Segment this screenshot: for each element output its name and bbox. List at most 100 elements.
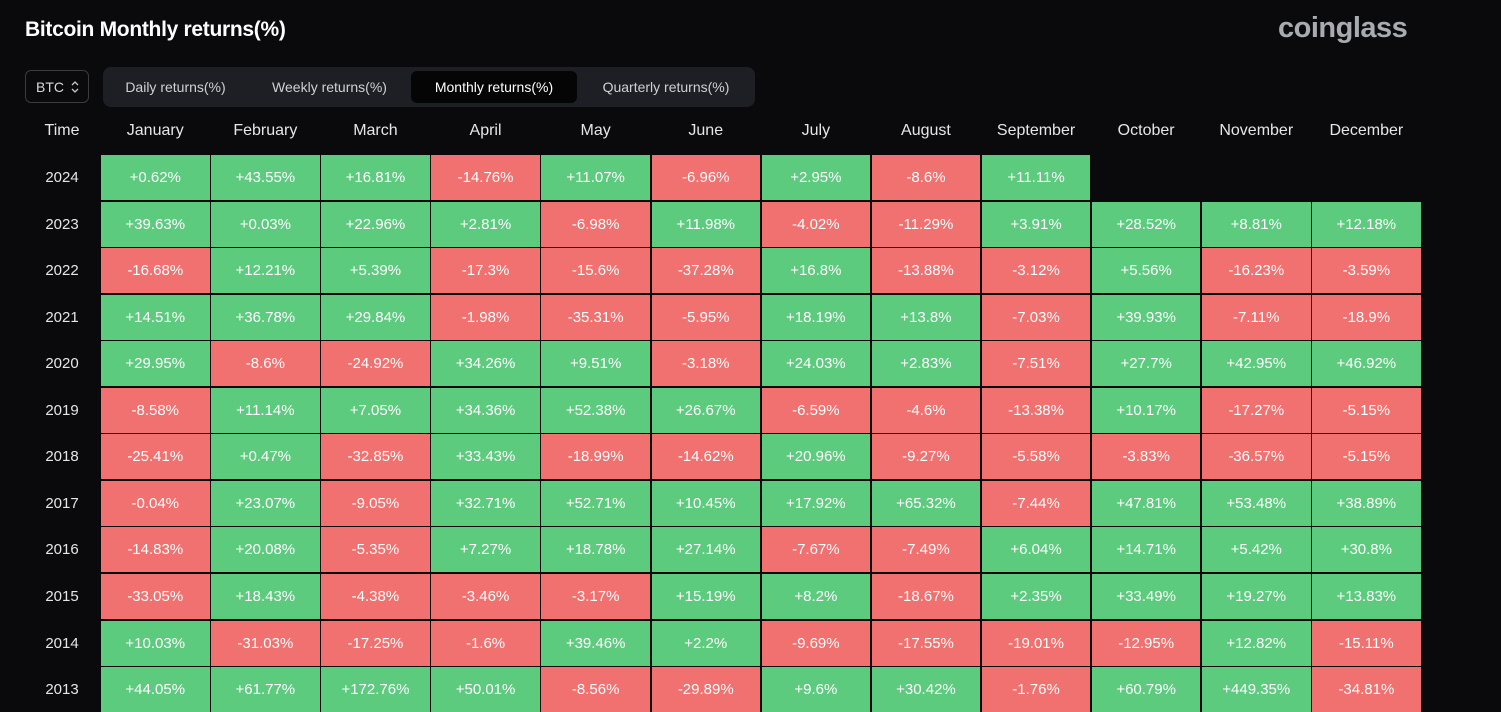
- return-cell: +7.27%: [431, 527, 540, 573]
- return-cell: +2.81%: [431, 201, 540, 247]
- tab[interactable]: Quarterly returns(%): [602, 79, 730, 95]
- return-cell: +5.56%: [1091, 248, 1201, 294]
- column-header: March: [353, 122, 398, 139]
- return-cell: +53.48%: [1202, 480, 1311, 526]
- return-cell: -29.89%: [651, 667, 760, 712]
- return-cell: -17.27%: [1202, 387, 1311, 433]
- return-cell: -17.55%: [871, 620, 981, 666]
- return-cell: +12.18%: [1312, 201, 1421, 247]
- row-year: 2024: [45, 169, 79, 186]
- column-header: Time: [44, 122, 80, 139]
- return-cell: +42.95%: [1202, 341, 1311, 387]
- return-cell: +10.03%: [101, 620, 210, 666]
- column-header: September: [996, 122, 1076, 139]
- return-cell: +18.43%: [211, 573, 320, 619]
- return-cell: -34.81%: [1312, 667, 1421, 712]
- row-year: 2017: [45, 494, 79, 512]
- return-cell: +28.52%: [1091, 201, 1201, 247]
- return-cell: -14.76%: [431, 155, 540, 200]
- column-header: January: [126, 122, 184, 139]
- return-cell: -18.9%: [1312, 294, 1421, 340]
- return-cell: +22.96%: [321, 201, 430, 247]
- return-cell: -9.05%: [321, 480, 430, 526]
- row-year: 2023: [45, 215, 79, 233]
- return-cell: -7.67%: [761, 527, 871, 573]
- return-cell: -7.03%: [981, 294, 1091, 340]
- return-cell: -4.6%: [871, 387, 981, 433]
- column-header: October: [1117, 122, 1175, 139]
- return-cell: +50.01%: [431, 667, 540, 712]
- brand-logo: coinglass: [1278, 12, 1408, 44]
- return-cell: -12.95%: [1091, 620, 1201, 666]
- column-header: November: [1219, 122, 1294, 139]
- column-header: December: [1329, 122, 1404, 139]
- return-cell: -3.12%: [981, 248, 1091, 294]
- return-cell: +12.21%: [211, 248, 320, 294]
- return-cell: -7.51%: [981, 341, 1091, 387]
- return-cell: +33.49%: [1091, 573, 1201, 619]
- tab[interactable]: Weekly returns(%): [272, 79, 387, 95]
- return-cell: -3.59%: [1312, 248, 1421, 294]
- return-cell: +19.27%: [1202, 573, 1311, 619]
- return-cell: +449.35%: [1202, 667, 1311, 712]
- return-cell: +38.89%: [1312, 480, 1421, 526]
- return-cell: +8.2%: [761, 573, 871, 619]
- return-cell: +26.67%: [651, 387, 760, 433]
- return-cell: -5.15%: [1312, 434, 1421, 480]
- return-cell: +16.8%: [761, 248, 871, 294]
- return-cell: -36.57%: [1202, 434, 1311, 480]
- return-cell: -6.98%: [541, 201, 650, 247]
- return-cell: -8.6%: [211, 341, 320, 387]
- return-cell: +39.46%: [541, 620, 650, 666]
- return-cell: +29.95%: [101, 341, 210, 387]
- tab[interactable]: Daily returns(%): [125, 79, 226, 95]
- return-cell: +13.8%: [871, 294, 981, 340]
- return-cell: +7.05%: [321, 387, 430, 433]
- return-cell: -8.58%: [101, 387, 210, 433]
- return-cell: -9.27%: [871, 434, 981, 480]
- return-cell: -8.6%: [871, 155, 981, 200]
- return-cell: -14.83%: [101, 527, 210, 573]
- return-cell: -15.6%: [541, 248, 650, 294]
- return-cell: +30.8%: [1312, 527, 1421, 573]
- return-cell: +43.55%: [211, 155, 320, 200]
- return-cell: +0.62%: [101, 155, 210, 200]
- title: Bitcoin Monthly returns(%): [25, 18, 286, 41]
- return-cell: -5.58%: [981, 434, 1091, 480]
- return-cell: -8.56%: [541, 667, 650, 712]
- return-cell: -7.11%: [1202, 294, 1311, 340]
- return-cell: -1.76%: [981, 667, 1091, 712]
- column-header: April: [469, 122, 502, 139]
- return-cell: +33.43%: [431, 434, 540, 480]
- return-cell: -6.59%: [761, 387, 871, 433]
- return-cell: +0.47%: [211, 434, 320, 480]
- asset-label: BTC: [36, 78, 64, 95]
- return-cell: +34.26%: [431, 341, 540, 387]
- return-cell: -1.98%: [431, 294, 540, 340]
- return-cell: -7.49%: [871, 527, 981, 573]
- return-cell: +29.84%: [321, 294, 430, 340]
- return-cell: -17.3%: [431, 248, 540, 294]
- return-cell: +2.95%: [761, 155, 871, 200]
- row-year: 2020: [45, 355, 79, 373]
- return-cell: +61.77%: [211, 667, 320, 712]
- return-cell: -5.95%: [651, 294, 760, 340]
- chevron-icon: [71, 80, 79, 93]
- return-cell: +18.19%: [761, 294, 871, 340]
- return-cell: -24.92%: [321, 341, 430, 387]
- return-cell: +9.51%: [541, 341, 650, 387]
- return-cell: +10.45%: [651, 480, 760, 526]
- row-year: 2021: [45, 308, 79, 326]
- asset-select[interactable]: BTC: [25, 70, 89, 103]
- return-cell: +11.07%: [541, 155, 650, 200]
- return-cell: -4.02%: [761, 201, 871, 247]
- return-cell: -3.46%: [431, 573, 540, 619]
- return-cell: -13.38%: [981, 387, 1091, 433]
- tab[interactable]: Monthly returns(%): [411, 71, 577, 103]
- return-cell: -33.05%: [101, 573, 210, 619]
- return-cell: -18.99%: [541, 434, 650, 480]
- return-cell: +5.42%: [1202, 527, 1311, 573]
- return-cell: +27.7%: [1091, 341, 1201, 387]
- return-cell: -0.04%: [101, 480, 210, 526]
- return-cell: +11.98%: [651, 201, 760, 247]
